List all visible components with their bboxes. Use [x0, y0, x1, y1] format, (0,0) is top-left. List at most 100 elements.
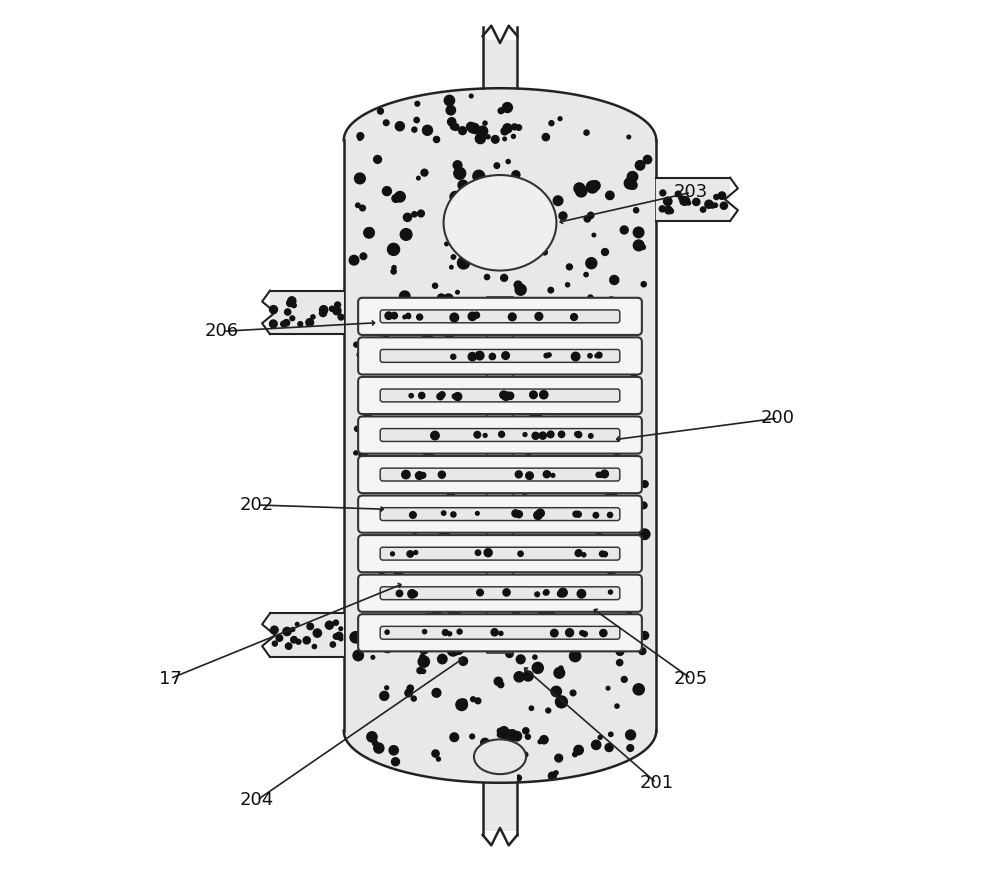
Circle shape — [403, 213, 412, 221]
Circle shape — [596, 472, 601, 477]
Circle shape — [500, 529, 510, 539]
Ellipse shape — [474, 739, 526, 774]
Circle shape — [410, 511, 416, 518]
Circle shape — [499, 726, 509, 736]
Circle shape — [414, 365, 418, 369]
Circle shape — [459, 127, 466, 135]
Text: 205: 205 — [674, 670, 708, 687]
Circle shape — [546, 708, 551, 713]
Circle shape — [378, 332, 382, 336]
Circle shape — [547, 367, 554, 373]
Circle shape — [417, 667, 423, 673]
Circle shape — [521, 487, 528, 495]
Circle shape — [383, 312, 393, 322]
Circle shape — [422, 622, 428, 626]
Circle shape — [448, 118, 456, 126]
Circle shape — [500, 372, 504, 375]
Circle shape — [549, 618, 560, 629]
Circle shape — [506, 392, 514, 400]
Circle shape — [422, 630, 427, 634]
Circle shape — [497, 733, 502, 737]
Circle shape — [414, 550, 418, 555]
Circle shape — [462, 557, 472, 568]
Circle shape — [714, 194, 719, 199]
Circle shape — [292, 303, 296, 307]
Circle shape — [353, 651, 363, 661]
Circle shape — [583, 348, 593, 357]
Circle shape — [418, 210, 424, 217]
Circle shape — [392, 758, 399, 766]
Circle shape — [607, 565, 616, 575]
Circle shape — [516, 775, 521, 781]
Circle shape — [462, 382, 467, 388]
Circle shape — [603, 345, 608, 350]
Circle shape — [385, 630, 389, 634]
Circle shape — [500, 391, 508, 399]
Circle shape — [350, 631, 361, 643]
Circle shape — [668, 208, 673, 213]
Circle shape — [374, 743, 384, 753]
Circle shape — [385, 685, 389, 690]
Circle shape — [559, 666, 563, 670]
Circle shape — [627, 611, 631, 615]
Circle shape — [720, 202, 727, 209]
Circle shape — [543, 470, 550, 478]
Circle shape — [469, 124, 479, 133]
Circle shape — [512, 510, 519, 517]
Circle shape — [403, 540, 411, 548]
Circle shape — [624, 178, 636, 189]
Circle shape — [361, 616, 371, 626]
Circle shape — [573, 503, 577, 506]
Circle shape — [599, 344, 607, 352]
Circle shape — [458, 558, 467, 567]
Circle shape — [643, 155, 652, 164]
Circle shape — [491, 211, 501, 221]
Circle shape — [606, 377, 615, 386]
Circle shape — [633, 227, 644, 238]
Circle shape — [592, 740, 601, 750]
Circle shape — [530, 477, 536, 483]
Circle shape — [497, 728, 503, 733]
Circle shape — [718, 192, 726, 199]
Circle shape — [478, 126, 488, 136]
Circle shape — [575, 550, 581, 557]
Circle shape — [453, 644, 464, 654]
Circle shape — [518, 551, 523, 557]
Circle shape — [475, 544, 487, 556]
Circle shape — [477, 589, 483, 596]
Circle shape — [623, 461, 628, 465]
Circle shape — [495, 751, 503, 759]
Circle shape — [534, 511, 542, 519]
Circle shape — [381, 583, 388, 591]
Circle shape — [608, 590, 613, 594]
Circle shape — [396, 591, 403, 597]
Circle shape — [329, 307, 335, 312]
Circle shape — [523, 752, 528, 757]
Circle shape — [554, 667, 565, 679]
Circle shape — [580, 631, 585, 635]
Circle shape — [632, 639, 642, 649]
Circle shape — [475, 550, 481, 556]
Polygon shape — [270, 291, 344, 334]
Circle shape — [420, 645, 428, 654]
Circle shape — [276, 635, 283, 641]
Circle shape — [431, 611, 442, 623]
Circle shape — [442, 630, 448, 636]
Circle shape — [486, 135, 490, 138]
Circle shape — [641, 245, 645, 249]
Circle shape — [458, 180, 468, 190]
Circle shape — [530, 228, 542, 240]
FancyBboxPatch shape — [358, 614, 642, 652]
Text: 206: 206 — [205, 322, 239, 341]
Circle shape — [452, 394, 457, 399]
Circle shape — [497, 388, 505, 396]
Circle shape — [414, 118, 419, 123]
Circle shape — [447, 645, 459, 656]
Circle shape — [355, 173, 365, 184]
Circle shape — [606, 490, 617, 501]
Polygon shape — [656, 178, 730, 221]
Circle shape — [287, 300, 293, 306]
FancyBboxPatch shape — [358, 496, 642, 533]
Circle shape — [507, 730, 514, 737]
Circle shape — [375, 643, 382, 650]
